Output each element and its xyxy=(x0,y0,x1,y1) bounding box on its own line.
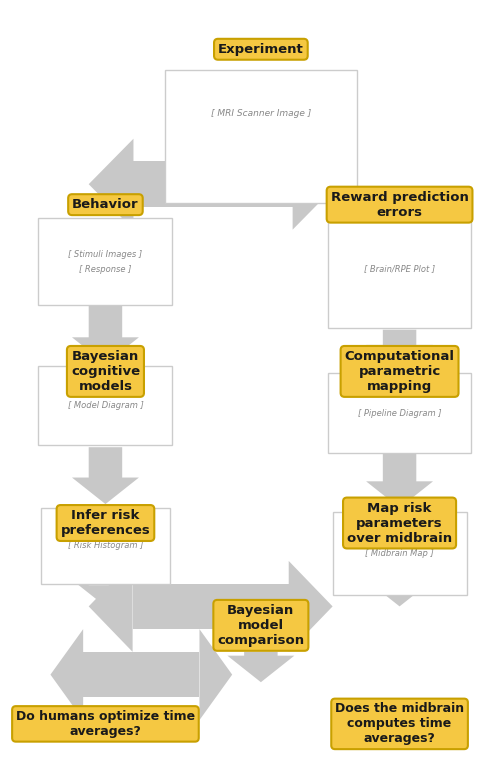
Text: Behavior: Behavior xyxy=(72,198,139,211)
Text: [ MRI Scanner Image ]: [ MRI Scanner Image ] xyxy=(211,109,311,118)
Text: Experiment: Experiment xyxy=(218,42,304,56)
Polygon shape xyxy=(224,72,297,121)
Polygon shape xyxy=(72,580,139,606)
Text: [ Risk Histogram ]: [ Risk Histogram ] xyxy=(68,541,143,550)
Text: [ Response ]: [ Response ] xyxy=(80,265,132,274)
FancyBboxPatch shape xyxy=(41,508,170,584)
Polygon shape xyxy=(72,447,139,504)
Text: Reward prediction
errors: Reward prediction errors xyxy=(330,191,468,218)
Text: Computational
parametric
mapping: Computational parametric mapping xyxy=(344,350,455,393)
FancyBboxPatch shape xyxy=(328,218,472,327)
Polygon shape xyxy=(292,139,338,230)
Text: [ Pipeline Diagram ]: [ Pipeline Diagram ] xyxy=(358,409,442,418)
Text: [ Stimuli Images ]: [ Stimuli Images ] xyxy=(68,250,142,259)
Polygon shape xyxy=(88,139,134,230)
Text: Bayesian
model
comparison: Bayesian model comparison xyxy=(218,604,304,647)
FancyBboxPatch shape xyxy=(165,70,356,203)
Polygon shape xyxy=(88,561,132,652)
Text: Do humans optimize time
averages?: Do humans optimize time averages? xyxy=(16,710,195,738)
Text: Bayesian
cognitive
models: Bayesian cognitive models xyxy=(71,350,140,393)
Polygon shape xyxy=(134,161,292,207)
Polygon shape xyxy=(366,330,433,371)
Polygon shape xyxy=(228,652,294,682)
Polygon shape xyxy=(366,451,433,508)
Text: [ Brain/RPE Plot ]: [ Brain/RPE Plot ] xyxy=(364,265,435,274)
FancyBboxPatch shape xyxy=(328,373,472,453)
Text: Does the midbrain
computes time
averages?: Does the midbrain computes time averages… xyxy=(335,703,464,745)
Text: Infer risk
preferences: Infer risk preferences xyxy=(60,509,150,537)
Polygon shape xyxy=(132,584,288,629)
Polygon shape xyxy=(366,580,433,606)
Text: [ Midbrain Map ]: [ Midbrain Map ] xyxy=(365,549,434,558)
FancyBboxPatch shape xyxy=(332,512,466,595)
Text: [ Model Diagram ]: [ Model Diagram ] xyxy=(68,401,144,410)
Polygon shape xyxy=(83,652,200,697)
Polygon shape xyxy=(50,629,83,720)
Polygon shape xyxy=(200,629,232,720)
Polygon shape xyxy=(72,303,139,364)
FancyBboxPatch shape xyxy=(38,365,172,446)
FancyBboxPatch shape xyxy=(38,218,172,305)
Text: Map risk
parameters
over midbrain: Map risk parameters over midbrain xyxy=(347,502,452,544)
Polygon shape xyxy=(288,561,333,652)
